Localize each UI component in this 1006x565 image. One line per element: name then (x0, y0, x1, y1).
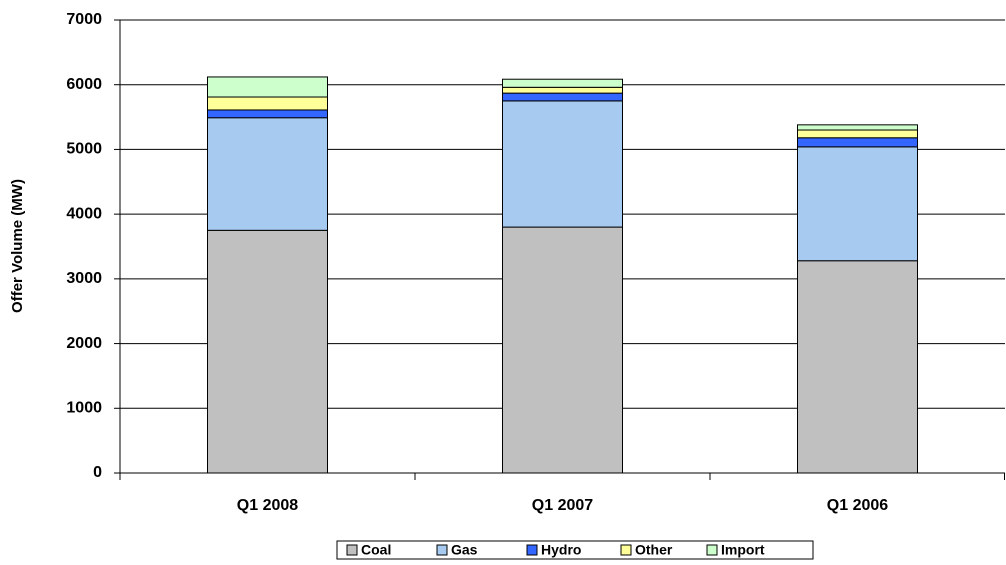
legend-swatch (620, 544, 632, 556)
bar-segment (502, 226, 623, 474)
bar-segment (797, 137, 918, 148)
legend-swatch (346, 544, 358, 556)
bar-segment (207, 229, 328, 474)
x-tick-label: Q1 2008 (237, 497, 298, 514)
legend-swatch (706, 544, 718, 556)
bar-segment (207, 109, 328, 119)
y-tick-label: 0 (93, 464, 102, 481)
y-tick-label: 3000 (66, 270, 102, 287)
legend-label: Gas (451, 542, 478, 558)
bar-segment (207, 96, 328, 111)
bar-segment (502, 100, 623, 228)
y-tick-label: 2000 (66, 335, 102, 352)
legend-swatch (526, 544, 538, 556)
y-tick-label: 4000 (66, 205, 102, 222)
legend-label: Import (721, 542, 765, 558)
legend-box (336, 540, 814, 560)
bar-segment (797, 146, 918, 262)
y-tick-label: 6000 (66, 76, 102, 93)
bar-segment (207, 76, 328, 98)
bar-segment (207, 117, 328, 231)
legend-swatch (436, 544, 448, 556)
bar-segment (797, 124, 918, 131)
legend-label: Other (635, 542, 673, 558)
bar-segment (502, 86, 623, 94)
y-tick-label: 1000 (66, 400, 102, 417)
y-tick-label: 5000 (66, 141, 102, 158)
bar-segment (797, 260, 918, 474)
x-tick-label: Q1 2007 (532, 497, 593, 514)
legend-label: Hydro (541, 542, 581, 558)
legend-label: Coal (361, 542, 391, 558)
bar-segment (502, 92, 623, 102)
bar-segment (797, 129, 918, 139)
y-axis-label: Offer Volume (MW) (9, 179, 26, 313)
x-tick-label: Q1 2006 (827, 497, 888, 514)
bar-segment (502, 78, 623, 88)
y-tick-label: 7000 (66, 11, 102, 28)
